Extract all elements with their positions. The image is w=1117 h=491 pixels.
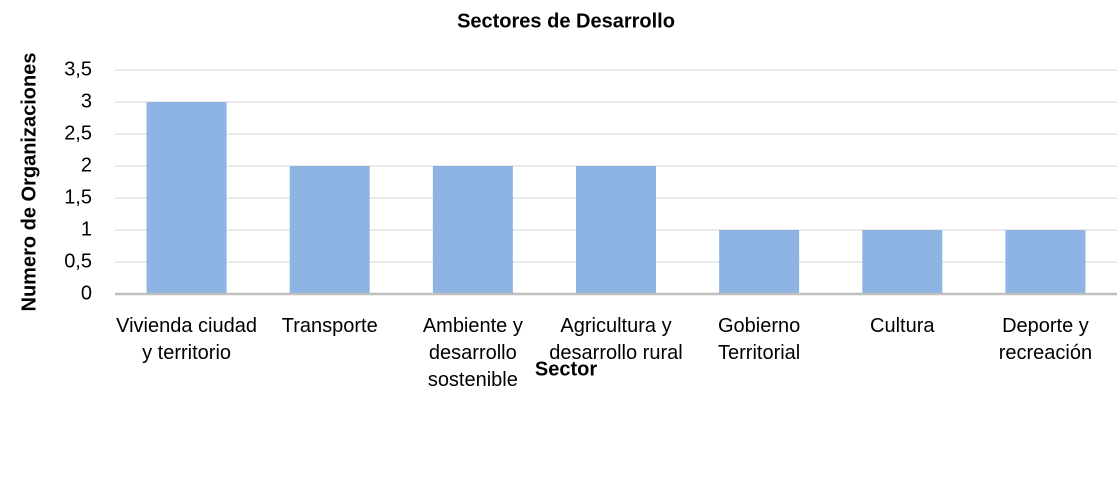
x-tick-label: Vivienda ciudad y territorio: [116, 315, 257, 364]
x-tick-label: Cultura: [870, 315, 935, 337]
bar: [1005, 230, 1086, 294]
bar: [289, 166, 370, 294]
bar: [862, 230, 943, 294]
bar: [576, 166, 656, 294]
x-tick-label: Agricultura y desarrollo rural: [549, 315, 683, 364]
x-axis-label: Sector: [535, 358, 597, 380]
x-tick-label: Ambiente y desarrollo sostenible: [422, 315, 523, 391]
x-tick-label: Deporte y recreación: [998, 315, 1093, 364]
y-tick-label: 2: [81, 154, 92, 176]
y-tick-label: 3: [81, 90, 92, 112]
chart-title: Sectores de Desarrollo: [457, 10, 675, 32]
bar: [719, 230, 800, 294]
y-axis-label: Numero de Organizaciones: [18, 53, 40, 312]
y-tick-label: 1: [81, 218, 92, 240]
bar: [146, 102, 227, 294]
y-tick-label: 3,5: [64, 58, 92, 80]
y-tick-label: 1,5: [64, 186, 92, 208]
y-tick-label: 0: [81, 282, 92, 304]
x-tick-label: Gobierno Territorial: [718, 315, 801, 364]
y-tick-label: 0,5: [64, 250, 92, 272]
bar: [432, 166, 513, 294]
y-tick-label: 2,5: [64, 122, 92, 144]
x-tick-label: Transporte: [281, 315, 378, 337]
